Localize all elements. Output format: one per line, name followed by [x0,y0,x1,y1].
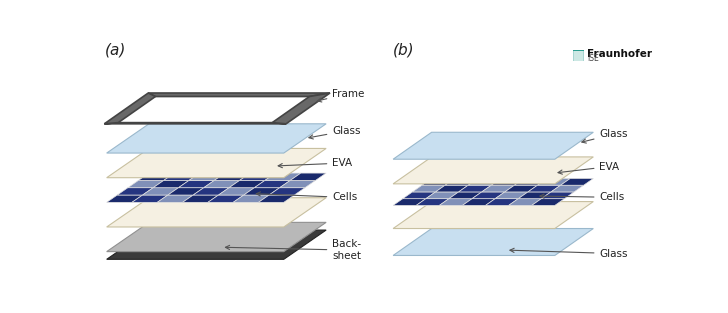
Polygon shape [189,173,225,180]
Polygon shape [107,148,326,178]
Polygon shape [107,124,326,153]
Polygon shape [208,195,244,202]
Polygon shape [138,173,174,180]
Text: Glass: Glass [510,248,628,259]
Polygon shape [393,228,593,255]
Polygon shape [104,93,155,124]
Polygon shape [531,199,564,205]
Polygon shape [269,188,305,195]
Polygon shape [117,188,153,195]
Polygon shape [218,188,254,195]
Polygon shape [233,195,269,202]
Polygon shape [149,93,330,96]
Polygon shape [528,185,561,192]
FancyBboxPatch shape [574,50,584,61]
Polygon shape [393,132,593,159]
Polygon shape [254,180,290,188]
Polygon shape [193,188,229,195]
Polygon shape [459,185,491,192]
Text: Cells: Cells [540,192,625,202]
Polygon shape [462,199,495,205]
Polygon shape [168,188,204,195]
Polygon shape [107,222,326,252]
Polygon shape [393,202,593,228]
Text: Back-
sheet: Back- sheet [226,239,361,261]
Polygon shape [104,123,286,124]
Text: EVA: EVA [558,162,620,174]
Polygon shape [412,185,445,192]
Polygon shape [265,173,301,180]
Polygon shape [416,199,449,205]
Polygon shape [449,192,482,199]
Polygon shape [393,199,426,205]
Text: Glass: Glass [582,129,628,143]
Text: ISE: ISE [587,54,599,63]
Polygon shape [426,192,459,199]
Polygon shape [518,192,551,199]
Polygon shape [403,192,435,199]
Text: Glass: Glass [309,126,361,139]
Polygon shape [164,173,199,180]
Polygon shape [505,185,537,192]
Polygon shape [107,230,326,259]
Polygon shape [537,178,570,185]
Polygon shape [240,173,275,180]
Polygon shape [153,180,189,188]
Polygon shape [178,180,214,188]
Polygon shape [439,199,472,205]
Polygon shape [515,178,547,185]
Polygon shape [472,192,505,199]
Polygon shape [132,195,168,202]
Polygon shape [495,192,528,199]
Polygon shape [204,180,240,188]
Polygon shape [258,195,294,202]
Polygon shape [445,178,478,185]
Polygon shape [183,195,218,202]
Text: (a): (a) [104,43,126,58]
Polygon shape [244,188,280,195]
Text: EVA: EVA [278,158,352,168]
Polygon shape [272,93,330,124]
Polygon shape [107,195,143,202]
Polygon shape [509,199,542,205]
Polygon shape [491,178,524,185]
Polygon shape [422,178,455,185]
Polygon shape [561,178,593,185]
Polygon shape [107,198,326,227]
Polygon shape [542,192,574,199]
Text: Frame: Frame [317,89,365,102]
Polygon shape [280,180,315,188]
Polygon shape [435,185,468,192]
Polygon shape [482,185,515,192]
Polygon shape [551,185,584,192]
Polygon shape [486,199,518,205]
Polygon shape [128,180,164,188]
Polygon shape [157,195,193,202]
Polygon shape [229,180,265,188]
Text: Fraunhofer: Fraunhofer [587,49,652,59]
Polygon shape [290,173,326,180]
Polygon shape [143,188,178,195]
Text: (b): (b) [393,43,415,58]
Polygon shape [468,178,501,185]
Text: Cells: Cells [256,192,357,203]
Polygon shape [214,173,250,180]
Polygon shape [393,157,593,184]
